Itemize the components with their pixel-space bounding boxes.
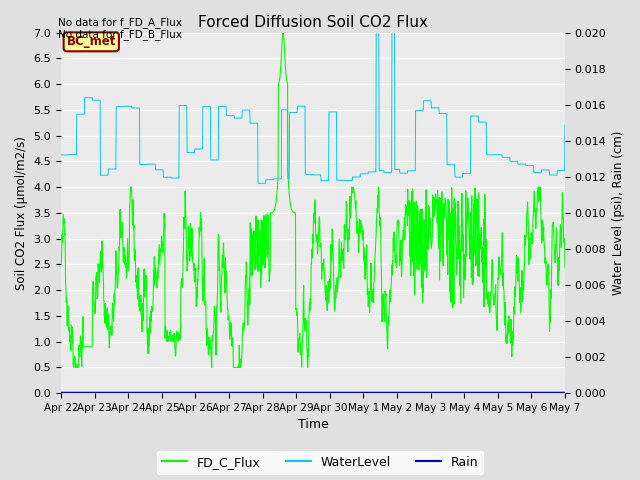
Title: Forced Diffusion Soil CO2 Flux: Forced Diffusion Soil CO2 Flux xyxy=(198,15,428,30)
Text: No data for f_FD_A_Flux: No data for f_FD_A_Flux xyxy=(58,17,182,28)
Text: No data for f_FD_B_Flux: No data for f_FD_B_Flux xyxy=(58,29,182,40)
Text: BC_met: BC_met xyxy=(67,36,116,48)
Y-axis label: Soil CO2 Flux (μmol/m2/s): Soil CO2 Flux (μmol/m2/s) xyxy=(15,136,28,290)
Legend: FD_C_Flux, WaterLevel, Rain: FD_C_Flux, WaterLevel, Rain xyxy=(157,451,483,474)
Y-axis label: Water Level (psi), Rain (cm): Water Level (psi), Rain (cm) xyxy=(612,131,625,295)
X-axis label: Time: Time xyxy=(298,419,328,432)
